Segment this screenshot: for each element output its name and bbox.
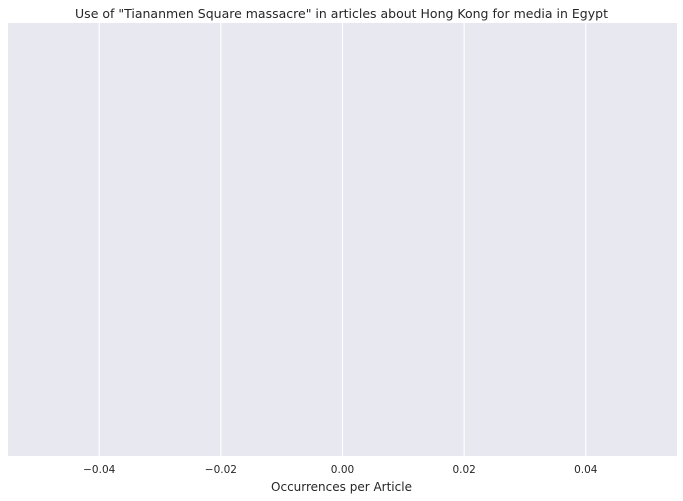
- grid-lines: [98, 23, 587, 456]
- x-tick-label: 0.04: [574, 464, 598, 476]
- chart-title: Use of "Tiananmen Square massacre" in ar…: [75, 6, 608, 21]
- x-tick-label: 0.02: [452, 464, 475, 476]
- x-tick-label: 0.00: [331, 464, 354, 476]
- x-tick-label: −0.04: [83, 464, 115, 476]
- x-tick-labels: −0.04 −0.02 0.00 0.02 0.04: [83, 464, 598, 476]
- x-tick-label: −0.02: [205, 464, 237, 476]
- x-axis-label: Occurrences per Article: [271, 480, 412, 494]
